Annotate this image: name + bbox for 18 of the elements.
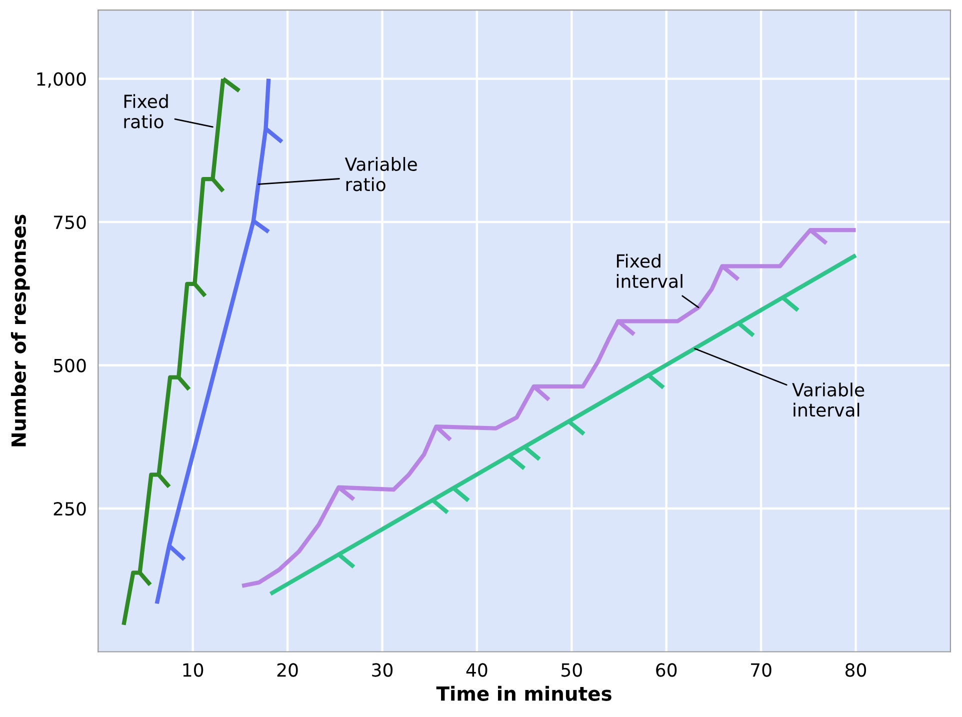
x-tick-label: 20 (277, 663, 298, 677)
annotation: Variable interval (792, 382, 864, 417)
x-tick-label: 80 (845, 663, 866, 677)
y-axis-title: Number of responses (10, 214, 30, 446)
x-tick-label: 30 (372, 663, 393, 677)
annotation: Variable ratio (344, 157, 417, 192)
x-tick-label: 70 (751, 663, 772, 677)
x-tick-label: 50 (562, 663, 582, 677)
y-tick-label: 500 (54, 358, 86, 372)
x-axis-title: Time in minutes (436, 686, 612, 701)
x-tick-label: 10 (183, 663, 204, 677)
x-tick-label: 60 (656, 663, 677, 677)
annotation: Fixed ratio (124, 94, 168, 128)
x-tick-label: 40 (466, 663, 488, 677)
y-tick-label: 750 (54, 215, 86, 230)
y-tick-label: 1,000 (37, 72, 86, 88)
y-tick-label: 250 (54, 502, 86, 516)
annotation: Fixed interval (616, 254, 682, 288)
